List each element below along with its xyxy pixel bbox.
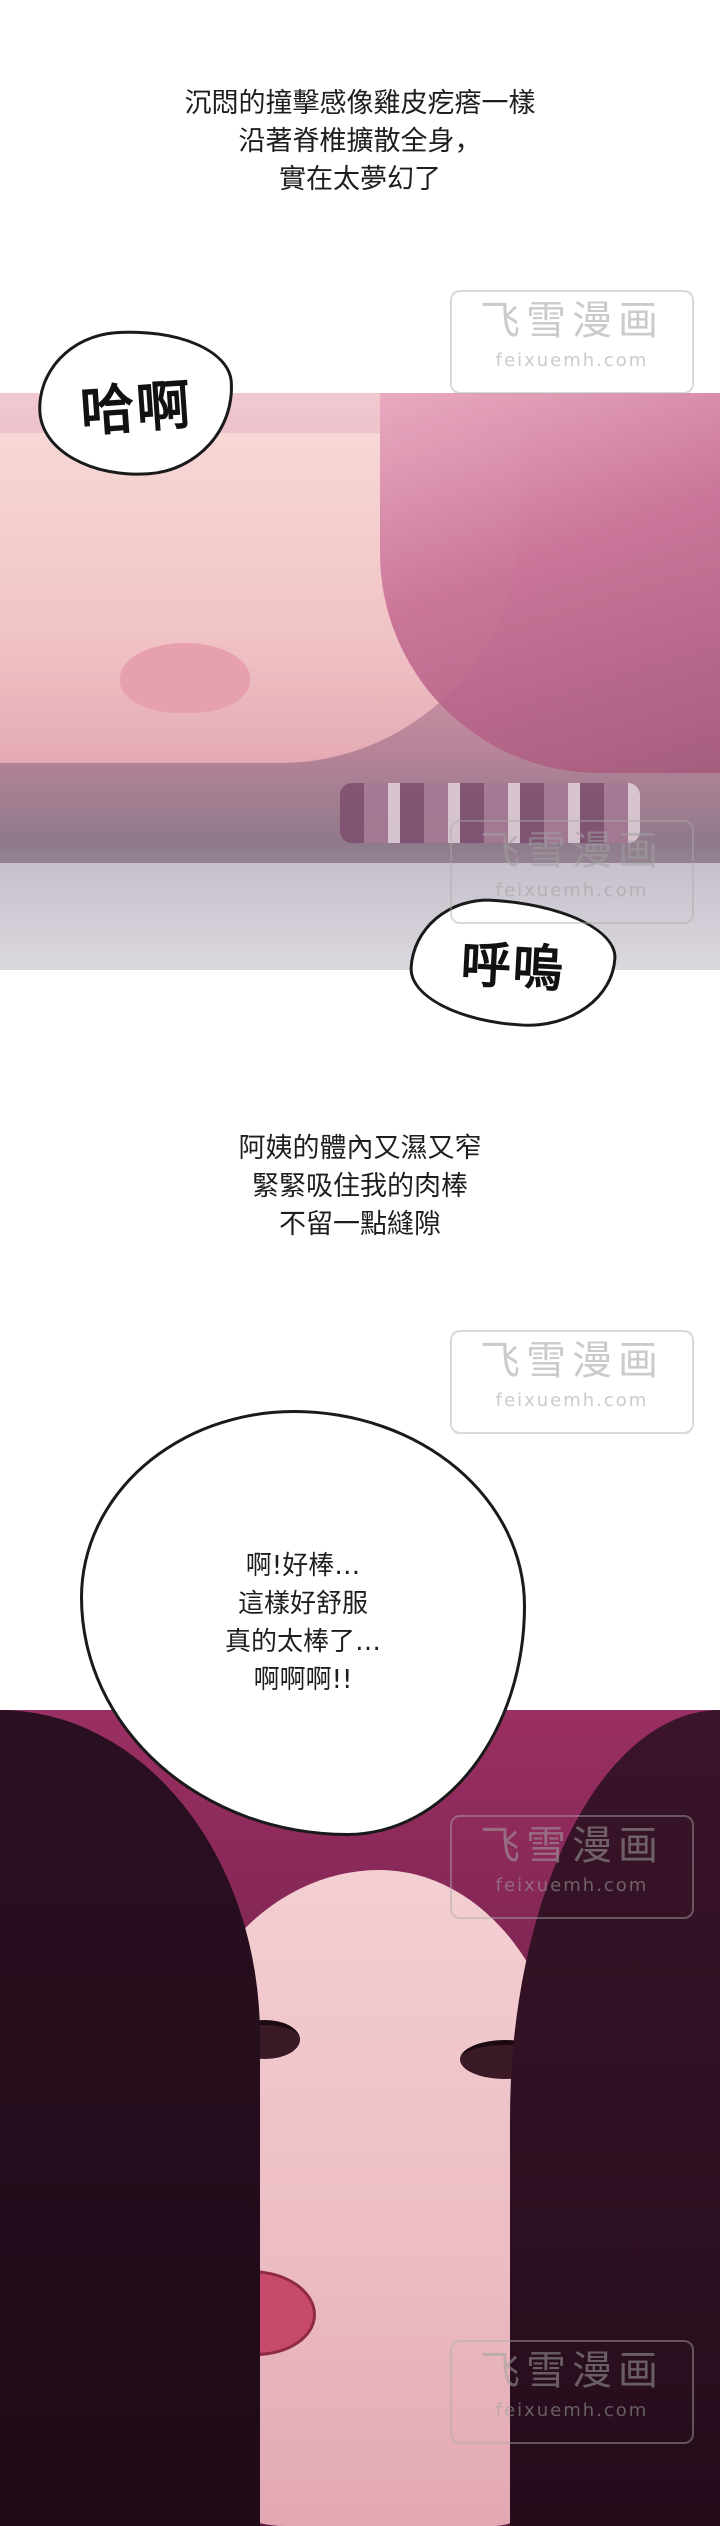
watermark: 飞雪漫画 feixuemh.com (450, 820, 694, 924)
speech-line: 真的太棒了… (224, 1627, 381, 1657)
narration-line: 阿姨的體內又濕又窄 (238, 1133, 482, 1164)
watermark: 飞雪漫画 feixuemh.com (450, 1330, 694, 1434)
narration-line: 緊緊吸住我的肉棒 (252, 1171, 468, 1202)
speech-line: 啊啊啊!! (253, 1665, 353, 1695)
watermark-url: feixuemh.com (495, 1390, 649, 1411)
watermark-url: feixuemh.com (495, 880, 649, 901)
speech-line: 這樣好舒服 (237, 1589, 368, 1619)
watermark-logo: 飞雪漫画 (480, 2348, 664, 2394)
illustration-hair (0, 1710, 260, 2526)
narration-line: 沉悶的撞擊感像雞皮疙瘩一樣 (184, 88, 536, 119)
narration-line: 不留一點縫隙 (279, 1209, 441, 1240)
sfx-text: 哈啊 (78, 372, 195, 444)
watermark-logo: 飞雪漫画 (480, 1338, 664, 1384)
speech-line: 啊!好棒… (245, 1551, 361, 1581)
watermark-logo: 飞雪漫画 (480, 298, 664, 344)
narration-line: 沿著脊椎擴散全身， (238, 126, 482, 157)
sfx-text: 呼嗚 (459, 935, 567, 999)
illustration-background-shelf (340, 783, 640, 843)
illustration-hair (380, 393, 720, 773)
watermark-logo: 飞雪漫画 (480, 1823, 664, 1869)
watermark: 飞雪漫画 feixuemh.com (450, 1815, 694, 1919)
watermark: 飞雪漫画 feixuemh.com (450, 2340, 694, 2444)
comic-panel-closeup (0, 1710, 720, 2526)
narration-caption-top: 沉悶的撞擊感像雞皮疙瘩一樣 沿著脊椎擴散全身， 實在太夢幻了 (0, 85, 720, 199)
illustration-lips (120, 643, 250, 713)
comic-panel-kiss (0, 393, 720, 970)
narration-line: 實在太夢幻了 (279, 164, 441, 195)
watermark-logo: 飞雪漫画 (480, 828, 664, 874)
watermark-url: feixuemh.com (495, 1875, 649, 1896)
watermark: 飞雪漫画 feixuemh.com (450, 290, 694, 394)
narration-caption-middle: 阿姨的體內又濕又窄 緊緊吸住我的肉棒 不留一點縫隙 (0, 1130, 720, 1244)
watermark-url: feixuemh.com (495, 350, 649, 371)
watermark-url: feixuemh.com (495, 2400, 649, 2421)
